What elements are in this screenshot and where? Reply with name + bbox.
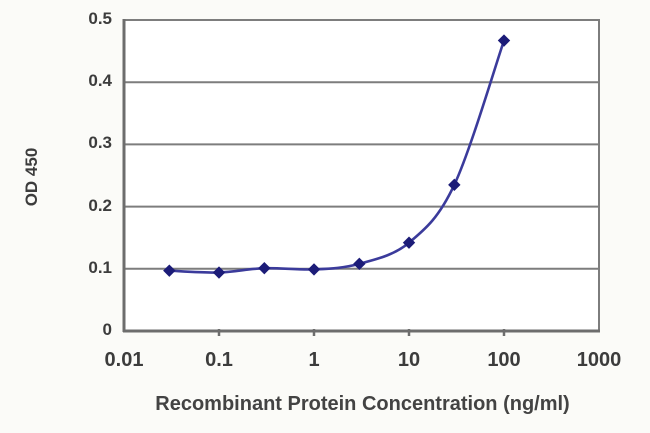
data-point-marker (212, 266, 226, 279)
y-tick-label: 0.3 (88, 133, 112, 153)
plot-background (124, 20, 599, 331)
x-axis-title: Recombinant Protein Concentration (ng/ml… (155, 393, 570, 415)
data-point-marker (163, 264, 176, 277)
y-tick-label: 0.5 (88, 9, 112, 28)
y-tick-label: 0.2 (88, 195, 112, 215)
data-point-marker (497, 34, 511, 47)
y-axis-title: OD 450 (22, 147, 41, 207)
data-point-marker (353, 257, 366, 271)
y-tick-label: 0 (102, 320, 112, 339)
data-point-marker (258, 261, 271, 275)
y-tick-label: 0.4 (88, 71, 112, 91)
x-tick-label: 1 (308, 349, 320, 371)
x-tick-label: 0.1 (205, 349, 233, 371)
data-point-marker (307, 263, 321, 276)
x-tick-label: 1000 (576, 349, 622, 371)
data-point-marker (402, 236, 416, 249)
data-point-marker (448, 178, 461, 192)
x-tick-label: 0.01 (104, 349, 144, 371)
x-tick-label: 100 (487, 349, 521, 371)
x-tick-label: 10 (397, 349, 421, 371)
series-line (168, 39, 506, 274)
y-tick-label: 0.1 (88, 257, 112, 277)
